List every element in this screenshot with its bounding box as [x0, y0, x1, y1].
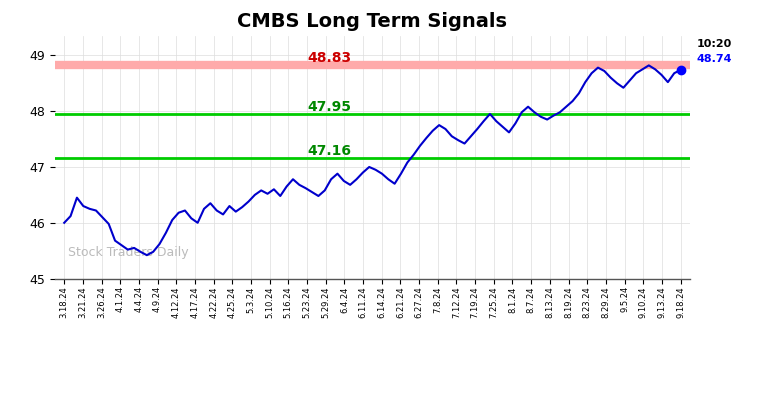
Text: Stock Traders Daily: Stock Traders Daily — [67, 246, 188, 259]
Text: 47.95: 47.95 — [307, 100, 351, 113]
Text: 48.74: 48.74 — [697, 54, 732, 64]
Text: 10:20: 10:20 — [697, 39, 732, 49]
Text: 48.83: 48.83 — [307, 51, 351, 65]
Title: CMBS Long Term Signals: CMBS Long Term Signals — [238, 12, 507, 31]
Text: 47.16: 47.16 — [307, 144, 351, 158]
